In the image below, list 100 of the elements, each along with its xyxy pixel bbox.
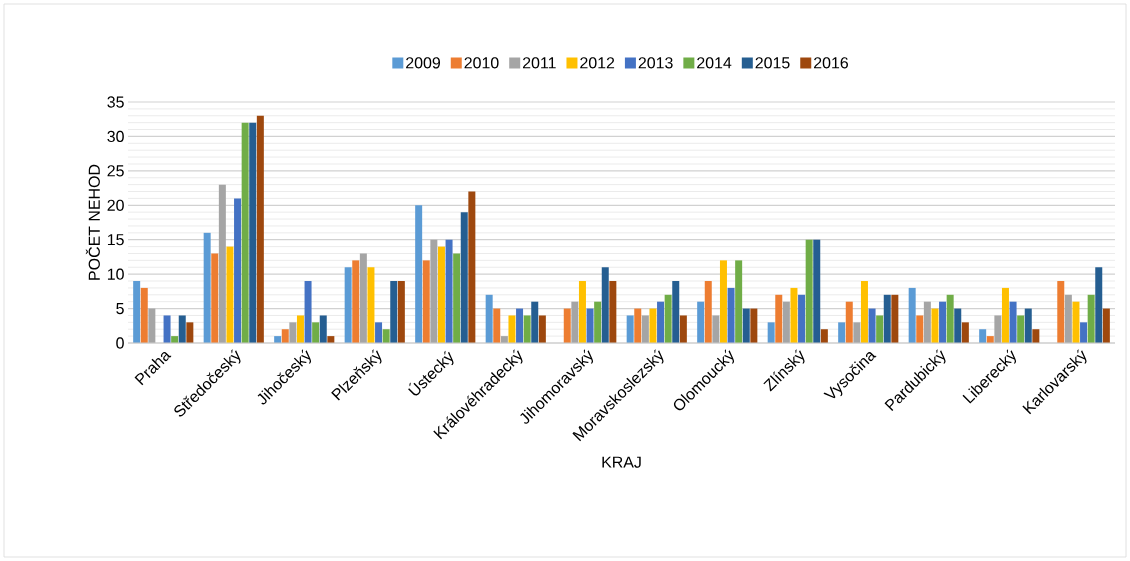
bar <box>664 294 672 343</box>
bar <box>697 301 705 343</box>
bar <box>304 281 312 343</box>
bar <box>679 315 687 343</box>
y-tick-label: 15 <box>107 234 124 246</box>
y-tick-label: 20 <box>107 199 124 211</box>
bar <box>1064 294 1072 343</box>
bar <box>609 281 617 343</box>
bar <box>226 246 234 343</box>
bar <box>140 287 148 343</box>
legend-label: 2015 <box>755 57 790 69</box>
bar <box>798 294 806 343</box>
bar <box>430 239 438 343</box>
bar <box>853 322 861 343</box>
bar <box>1032 329 1040 343</box>
bar <box>344 267 352 343</box>
bar <box>178 315 186 343</box>
bar <box>148 308 156 343</box>
bar <box>390 281 398 343</box>
bar <box>767 322 775 343</box>
bar <box>460 212 468 343</box>
bar <box>485 294 493 343</box>
bar <box>359 253 367 343</box>
bar <box>979 329 987 343</box>
bar <box>845 301 853 343</box>
bar <box>908 287 916 343</box>
bar <box>657 301 665 343</box>
bar <box>241 122 249 343</box>
y-tick-label: 25 <box>107 165 124 177</box>
bar <box>649 308 657 343</box>
y-tick-label: 5 <box>116 303 124 315</box>
y-axis-title: POČET NEHOD <box>85 164 100 280</box>
bar <box>860 281 868 343</box>
bar <box>163 315 171 343</box>
legend-label: 2012 <box>580 57 615 69</box>
bar <box>1009 301 1017 343</box>
bar <box>437 246 445 343</box>
bar <box>571 301 579 343</box>
bar <box>319 315 327 343</box>
bar <box>538 315 546 343</box>
bar <box>296 315 304 343</box>
y-tick-label: 35 <box>107 96 124 108</box>
bar <box>523 315 531 343</box>
bar <box>531 301 539 343</box>
bar <box>1017 315 1025 343</box>
bar <box>133 281 141 343</box>
bar <box>397 281 405 343</box>
bar <box>742 308 750 343</box>
bar <box>281 329 289 343</box>
bar <box>946 294 954 343</box>
bar <box>256 115 264 343</box>
bar <box>249 122 257 343</box>
bar <box>367 267 375 343</box>
bar <box>916 315 924 343</box>
bar <box>468 191 476 343</box>
bar <box>601 267 609 343</box>
legend-label: 2013 <box>638 57 673 69</box>
bar <box>805 239 813 343</box>
bar <box>563 308 571 343</box>
bar <box>289 322 297 343</box>
bar <box>672 281 680 343</box>
bar <box>891 294 899 343</box>
bar <box>883 294 891 343</box>
bar <box>1095 267 1103 343</box>
legend-label: 2011 <box>522 57 556 69</box>
bar <box>1057 281 1065 343</box>
bar <box>704 281 712 343</box>
bar <box>578 281 586 343</box>
bar <box>782 301 790 343</box>
bar <box>634 308 642 343</box>
bar <box>352 260 360 343</box>
bar <box>939 301 947 343</box>
bar <box>508 315 516 343</box>
bar <box>312 322 320 343</box>
bar <box>727 287 735 343</box>
bar <box>594 301 602 343</box>
bar <box>375 322 383 343</box>
bar <box>775 294 783 343</box>
bar <box>415 205 423 343</box>
bar <box>1102 308 1110 343</box>
y-tick-label: 10 <box>107 268 124 280</box>
bar <box>820 329 828 343</box>
bar <box>1001 287 1009 343</box>
bar <box>790 287 798 343</box>
bar <box>876 315 884 343</box>
bar <box>1024 308 1032 343</box>
bar <box>838 322 846 343</box>
bar <box>445 239 453 343</box>
bar <box>234 198 242 343</box>
bar <box>516 308 524 343</box>
bar <box>493 308 501 343</box>
legend-label: 2009 <box>406 57 440 69</box>
bar <box>712 315 720 343</box>
bar <box>186 322 194 343</box>
y-tick-label: 30 <box>107 130 124 143</box>
bar <box>961 322 969 343</box>
bar <box>382 329 390 343</box>
bar <box>931 308 939 343</box>
bar <box>813 239 821 343</box>
bar <box>453 253 461 343</box>
